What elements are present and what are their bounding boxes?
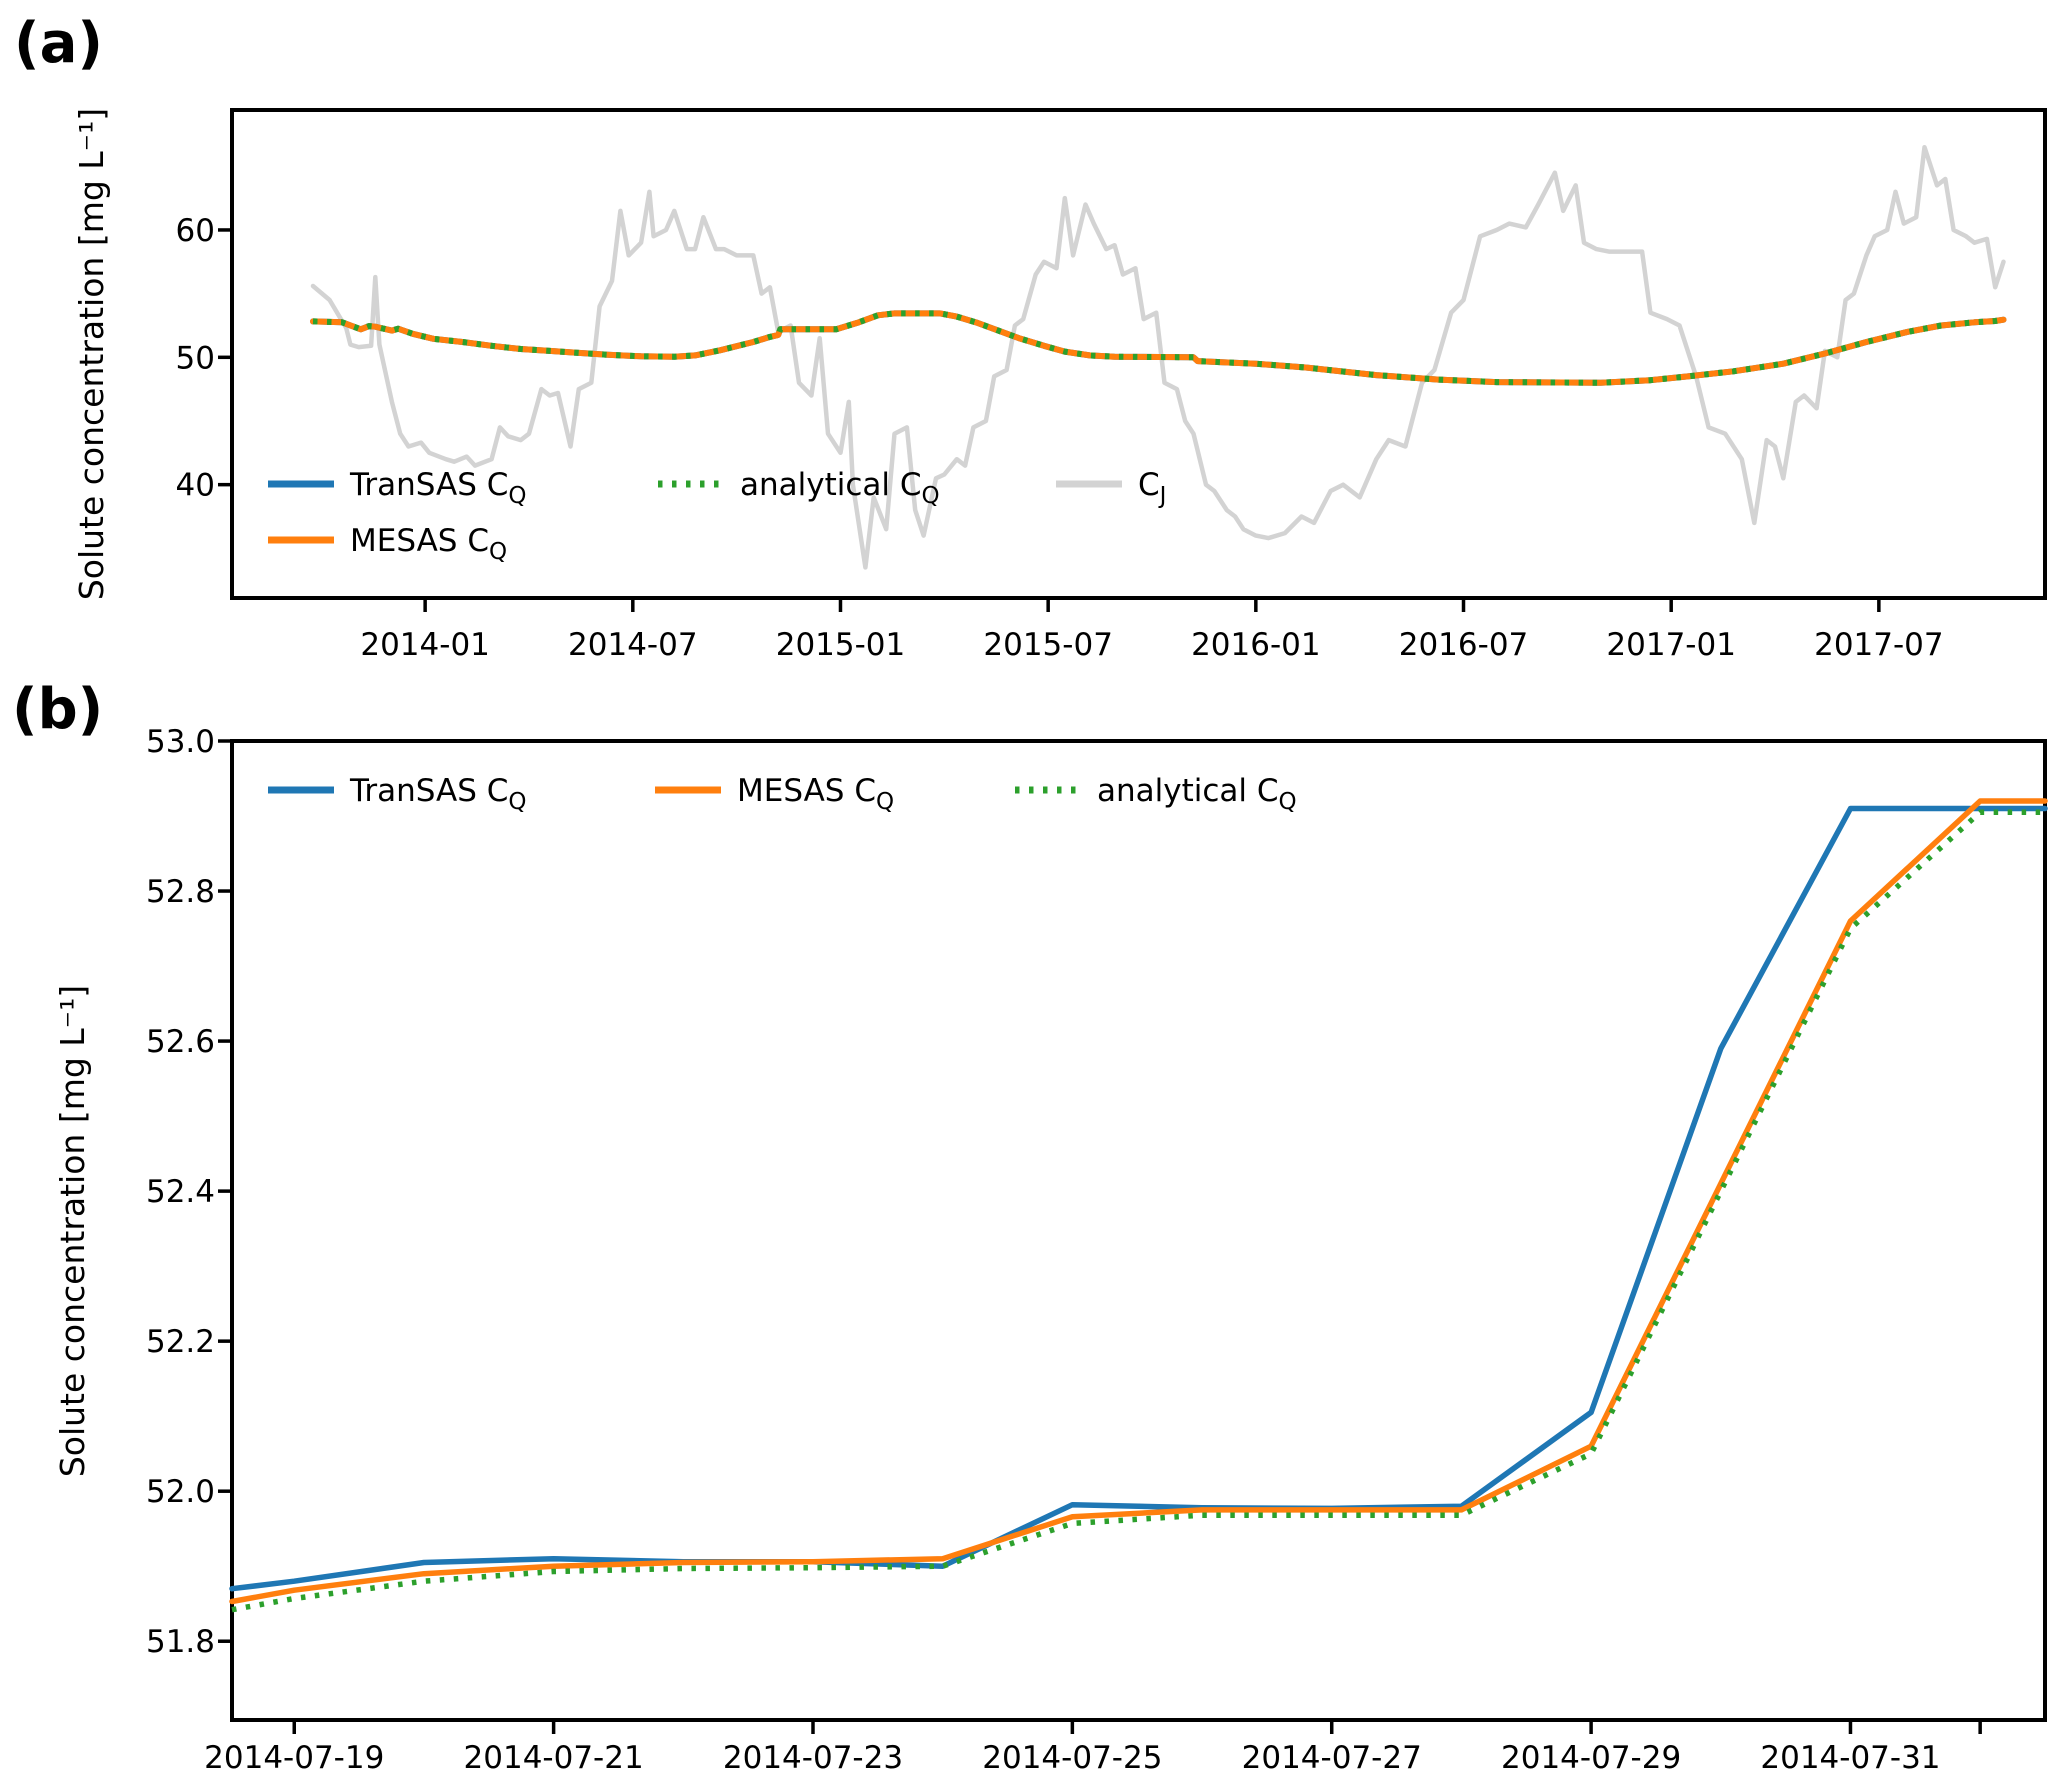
- x-tick-label: 2014-07-25: [982, 1740, 1162, 1776]
- x-tick-label: 2015-07: [983, 627, 1113, 663]
- x-tick-label: 2017-07: [1814, 627, 1944, 663]
- y-tick-label: 60: [176, 213, 215, 249]
- panel-b-tag: (b): [12, 677, 103, 742]
- x-tick-label: 2016-07: [1399, 627, 1529, 663]
- x-tick-label: 2016-01: [1191, 627, 1321, 663]
- y-tick-label: 53.0: [146, 724, 215, 760]
- x-tick-label: 2014-07-31: [1760, 1740, 1940, 1776]
- series-line-transas-cq: [229, 805, 2048, 1592]
- panel-a-tag: (a): [14, 11, 103, 76]
- y-tick-label: 52.4: [146, 1174, 215, 1210]
- y-tick-label: 52.0: [146, 1474, 215, 1510]
- x-tick-label: 2014-07-19: [204, 1740, 384, 1776]
- x-tick-label: 2014-07-21: [464, 1740, 644, 1776]
- legend-label: MESAS CQ: [737, 773, 894, 815]
- x-tick-label: 2017-01: [1606, 627, 1736, 663]
- legend-label: analytical CQ: [740, 467, 940, 509]
- series-line-analytical-cq: [231, 809, 2045, 1613]
- panel-a-plot-area: 40 50 60 2014-01 2014-07 2015-01 2015-07 2016-0…: [176, 108, 2047, 663]
- legend-label: MESAS CQ: [350, 523, 507, 565]
- y-tick-label: 52.8: [146, 874, 215, 910]
- y-tick-label: 51.8: [146, 1624, 215, 1660]
- legend-label: CJ: [1138, 467, 1166, 509]
- panel-b-plot-area: 51.8 52.0 52.2 52.4 52.6 52.8 53.0 2014-07-19 20…: [146, 724, 2048, 1776]
- x-tick-label: 2014-01: [360, 627, 490, 663]
- axes-box: [230, 739, 2047, 1722]
- panel-a-y-axis-label: Solute concentration [mg L⁻¹]: [72, 108, 111, 600]
- series-line-mesas-cq: [310, 310, 2007, 386]
- axes-box: [230, 108, 2047, 600]
- legend-label: analytical CQ: [1097, 773, 1297, 815]
- y-tick-label: 50: [176, 340, 215, 376]
- legend-label: TranSAS CQ: [349, 773, 527, 815]
- legend-label: TranSAS CQ: [349, 467, 527, 509]
- x-tick-label: 2014-07-27: [1242, 1740, 1422, 1776]
- series-line-mesas-cq: [229, 798, 2048, 1605]
- y-tick-label: 40: [176, 468, 215, 504]
- y-tick-label: 52.2: [146, 1324, 215, 1360]
- panel-b-y-axis-label: Solute concentration [mg L⁻¹]: [53, 985, 92, 1477]
- series-line-cj: [310, 144, 2006, 570]
- x-tick-label: 2014-07-23: [723, 1740, 903, 1776]
- y-tick-label: 52.6: [146, 1024, 215, 1060]
- x-tick-label: 2015-01: [776, 627, 906, 663]
- x-tick-label: 2014-07-29: [1501, 1740, 1681, 1776]
- x-tick-label: 2014-07: [568, 627, 698, 663]
